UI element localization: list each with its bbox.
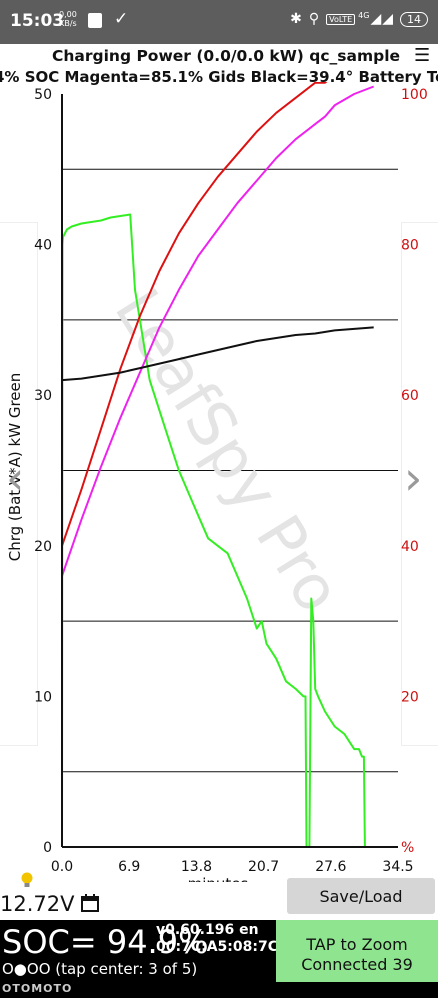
chart-subtitle: 4% SOC Magenta=85.1% Gids Black=39.4° Ba… bbox=[0, 68, 438, 86]
signal-icon: ◢ bbox=[370, 11, 382, 27]
x-tick-label: 34.5 bbox=[382, 859, 413, 875]
lightbulb-icon[interactable] bbox=[20, 872, 34, 888]
y-axis-label: Chrg (Bat V*A) kW Green bbox=[6, 373, 24, 562]
network-speed: 0,00 KB/s bbox=[59, 10, 77, 28]
x-axis-label: minutes bbox=[188, 875, 249, 882]
y-tick-label: 10 bbox=[34, 689, 52, 705]
bluetooth-icon: ✱ bbox=[290, 11, 302, 27]
chart-title[interactable]: Charging Power (0.0/0.0 kW) qc_sample bbox=[52, 47, 401, 65]
y2-tick-label: 100 bbox=[401, 87, 428, 103]
y-tick-label: 0 bbox=[43, 840, 52, 856]
prev-panel bbox=[0, 222, 38, 746]
volte-icon: VoLTE bbox=[326, 13, 356, 25]
status-time: 15:03 bbox=[10, 11, 65, 31]
calendar-icon[interactable] bbox=[80, 893, 100, 913]
x-tick-label: 20.7 bbox=[248, 859, 279, 875]
network-type: 4G bbox=[358, 10, 370, 20]
chart-header: Charging Power (0.0/0.0 kW) qc_sample ☰ bbox=[0, 45, 438, 67]
tap-center-info[interactable]: O●OO (tap center: 3 of 5) bbox=[2, 960, 198, 978]
connected-status: Connected 39 bbox=[301, 955, 413, 974]
save-load-button[interactable]: Save/Load bbox=[287, 878, 435, 914]
notification-square-icon bbox=[88, 13, 102, 28]
chart-axes bbox=[61, 94, 398, 848]
chart-subtitle-bar: 4% SOC Magenta=85.1% Gids Black=39.4° Ba… bbox=[0, 66, 438, 88]
series-line-0 bbox=[61, 213, 367, 848]
status-icons: ✱ ⚲ VoLTE 4G ◢ ◢ 14 bbox=[290, 11, 428, 27]
prev-chevron-icon[interactable]: ‹ bbox=[6, 451, 25, 505]
chart-watermark: LeafSpy Pro bbox=[101, 277, 356, 625]
tap-to-zoom-button[interactable]: TAP to Zoom Connected 39 bbox=[276, 920, 438, 982]
network-speed-unit: KB/s bbox=[59, 19, 77, 28]
soc-readout: SOC= 94.9% bbox=[2, 923, 209, 961]
y-axis-ticks: 0 10 20 30 40 50 bbox=[34, 87, 52, 856]
voltage-readout: 12.72V bbox=[0, 892, 75, 916]
x-tick-label: 0.0 bbox=[51, 859, 73, 875]
download-done-icon: ✓ bbox=[114, 9, 129, 29]
brand-watermark: OTOMOTO bbox=[2, 982, 73, 995]
y2-axis-ticks: % 20 40 60 80 100 bbox=[401, 87, 428, 856]
tap-to-zoom-label: TAP to Zoom bbox=[306, 935, 408, 954]
x-tick-label: 13.8 bbox=[181, 859, 212, 875]
y2-tick-label: % bbox=[401, 840, 414, 856]
version-line: v0.60.196 en bbox=[156, 922, 259, 938]
battery-indicator: 14 bbox=[400, 11, 428, 27]
y2-tick-label: 40 bbox=[401, 539, 419, 555]
y-tick-label: 20 bbox=[34, 539, 52, 555]
signal-icon-2: ◢ bbox=[382, 11, 393, 27]
chart-series bbox=[61, 82, 375, 848]
next-panel bbox=[401, 222, 438, 746]
series-line-2 bbox=[61, 85, 375, 577]
series-line-1 bbox=[61, 82, 328, 547]
x-axis-ticks: 0.0 6.9 13.8 20.7 27.6 34.5 bbox=[51, 859, 414, 875]
device-address: 00:7C:A5:08:7C:F bbox=[156, 939, 294, 955]
next-chevron-icon[interactable]: › bbox=[404, 451, 423, 505]
x-tick-label: 27.6 bbox=[315, 859, 346, 875]
network-speed-value: 0,00 bbox=[59, 10, 77, 19]
status-bar: 15:03 0,00 KB/s ✓ ✱ ⚲ VoLTE 4G ◢ ◢ 14 bbox=[0, 0, 438, 44]
charging-power-chart[interactable]: LeafSpy Pro 0 10 20 30 40 50 % 20 40 60 80 100 0.0… bbox=[0, 82, 438, 882]
location-icon: ⚲ bbox=[308, 11, 320, 27]
bottom-status-bar: SOC= 94.9% v0.60.196 en 00:7C:A5:08:7C:F… bbox=[0, 920, 438, 998]
hamburger-menu-icon[interactable]: ☰ bbox=[414, 45, 431, 66]
chart-grid bbox=[62, 168, 398, 773]
y2-tick-label: 80 bbox=[401, 238, 419, 254]
y-tick-label: 50 bbox=[34, 87, 52, 103]
version-info: v0.60.196 en 00:7C:A5:08:7C:F bbox=[156, 922, 293, 956]
series-line-3 bbox=[61, 326, 374, 382]
y2-tick-label: 20 bbox=[401, 689, 419, 705]
y-tick-label: 40 bbox=[34, 238, 52, 254]
x-tick-label: 6.9 bbox=[118, 859, 140, 875]
y-tick-label: 30 bbox=[34, 388, 52, 404]
y2-tick-label: 60 bbox=[401, 388, 419, 404]
